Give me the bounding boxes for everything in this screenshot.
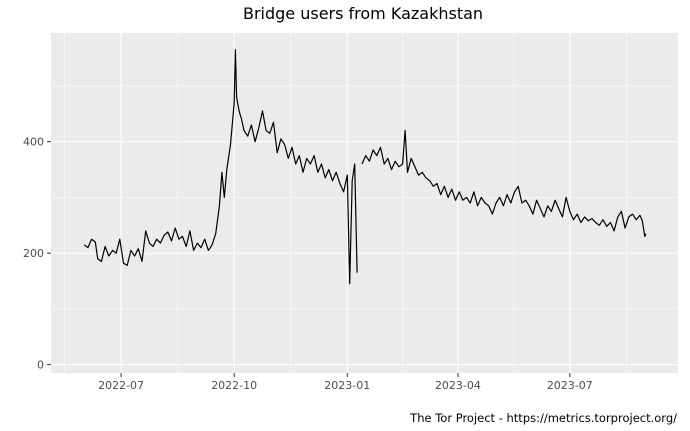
chart-title: Bridge users from Kazakhstan [243, 4, 483, 23]
y-axis: 0 200 400 [23, 136, 51, 372]
y-tick-label: 400 [23, 136, 44, 149]
series-line [83, 49, 647, 285]
major-gridlines [51, 33, 678, 373]
x-tick-label: 2023-07 [547, 379, 593, 392]
series-layer [83, 49, 647, 285]
y-tick-label: 200 [23, 247, 44, 260]
chart-caption: The Tor Project - https://metrics.torpro… [409, 411, 677, 425]
x-tick-label: 2023-01 [324, 379, 370, 392]
x-axis: 2022-07 2022-10 2023-01 2023-04 2023-07 [98, 373, 593, 392]
plot-panel [51, 33, 678, 373]
x-tick-label: 2023-04 [435, 379, 481, 392]
x-tick-label: 2022-10 [211, 379, 257, 392]
x-tick-label: 2022-07 [98, 379, 144, 392]
minor-gridlines [51, 33, 678, 373]
y-tick-label: 0 [37, 359, 44, 372]
